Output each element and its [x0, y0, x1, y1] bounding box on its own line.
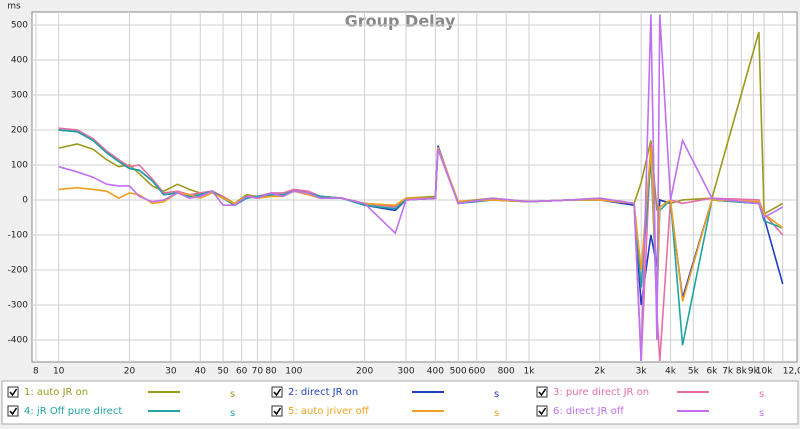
- y-tick-label: 200: [11, 125, 28, 135]
- legend-unit: s: [759, 408, 764, 419]
- check-mark: [538, 407, 547, 416]
- check-mark: [273, 388, 282, 397]
- legend-checkbox[interactable]: [536, 386, 548, 398]
- lines: [58, 14, 784, 362]
- y-tick-label: 400: [11, 55, 28, 65]
- legend-unit: s: [759, 389, 764, 400]
- y-tick-label: 0: [22, 195, 28, 205]
- x-tick-label: 8: [33, 367, 39, 377]
- y-tick-label: 100: [11, 160, 28, 170]
- y-tick-label: -100: [8, 230, 29, 240]
- series-line: [58, 14, 784, 361]
- x-tick-label: 10k: [756, 367, 773, 377]
- legend-label: 1: auto JR on: [24, 387, 88, 398]
- legend-unit: s: [494, 408, 499, 419]
- x-tick-label: 1k: [523, 367, 535, 377]
- x-tick-label: 5k: [688, 367, 700, 377]
- x-tick-label: 500: [450, 367, 467, 377]
- chart-title: Group Delay: [345, 12, 456, 31]
- legend-label: 2: direct JR on: [288, 387, 358, 398]
- x-tick-label: 4k: [665, 367, 677, 377]
- y-tick-label: 300: [11, 90, 28, 100]
- check-mark: [9, 388, 18, 397]
- x-tick-label: 6k: [706, 367, 718, 377]
- legend-label: 5: auto jriver off: [288, 406, 370, 417]
- legend-checkbox[interactable]: [7, 405, 19, 417]
- x-tick-label: 600: [468, 367, 485, 377]
- legend-unit: s: [230, 389, 235, 400]
- x-tick-label: 20: [124, 367, 136, 377]
- x-tick-label: 10: [53, 367, 65, 377]
- x-tick-label: 50: [217, 367, 229, 377]
- legend-checkbox[interactable]: [7, 386, 19, 398]
- y-tick-label: -200: [8, 265, 29, 275]
- x-tick-label: 2k: [594, 367, 606, 377]
- legend-label: 3: pure direct JR on: [553, 387, 649, 398]
- x-tick-label: 12,0k Hz: [783, 367, 800, 377]
- x-tick-label: 300: [397, 367, 414, 377]
- x-tick-label: 3k: [636, 367, 648, 377]
- y-tick-label: -400: [8, 335, 29, 345]
- x-tick-label: 200: [356, 367, 373, 377]
- x-tick-label: 100: [285, 367, 302, 377]
- legend-checkbox[interactable]: [271, 405, 283, 417]
- legend-label: 4: jR Off pure direct: [24, 406, 122, 417]
- x-tick-label: 30: [165, 367, 177, 377]
- legend-checkbox[interactable]: [536, 405, 548, 417]
- legend-unit: s: [230, 408, 235, 419]
- legend: 1: auto JR on s 2: direct JR on s 3: pure di…: [7, 386, 764, 419]
- check-mark: [538, 388, 547, 397]
- x-tick-label: 400: [427, 367, 444, 377]
- check-mark: [273, 407, 282, 416]
- check-mark: [9, 407, 18, 416]
- plot-area: [31, 11, 798, 363]
- legend-label: 6: direct JR off: [553, 406, 625, 417]
- legend-unit: s: [494, 389, 499, 400]
- x-tick-label: 60: [236, 367, 248, 377]
- x-tick-label: 7k: [722, 367, 734, 377]
- y-tick-label: 500: [11, 20, 28, 30]
- x-tick-label: 800: [498, 367, 515, 377]
- y-unit: ms: [7, 2, 21, 12]
- y-tick-label: -300: [8, 300, 29, 310]
- x-tick-label: 40: [195, 367, 207, 377]
- x-tick-label: 80: [265, 367, 277, 377]
- x-tick-label: 8k: [736, 367, 748, 377]
- x-tick-label: 70: [252, 367, 264, 377]
- x-tick-label: 9k: [748, 367, 760, 377]
- legend-checkbox[interactable]: [271, 386, 283, 398]
- legend-box: [1, 380, 799, 425]
